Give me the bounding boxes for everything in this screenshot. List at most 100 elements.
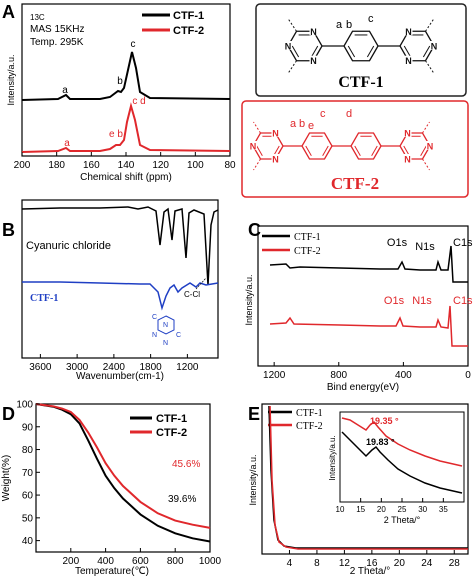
xrd-xlabel: 2 Theta/°	[350, 566, 391, 577]
tga-y-tick-label: 100	[16, 400, 33, 411]
nitrogen-atom: N	[272, 154, 279, 164]
triazine-right-double-bond	[420, 145, 427, 156]
ctf2-label-c: c	[320, 108, 326, 120]
triazine-left-double-bond	[310, 45, 319, 58]
panel-b-frame	[21, 199, 219, 359]
ctf1-frame	[255, 3, 467, 97]
tga-x-tick-label: 400	[97, 556, 114, 567]
nmr-x-tick-label: 120	[152, 160, 169, 171]
panel-letter-b: B	[2, 220, 15, 240]
ctf2-skeleton: N N N N N N	[249, 121, 434, 171]
nitrogen-atom: N	[405, 27, 412, 37]
nitrogen-atom: N	[405, 56, 412, 66]
panel-a: A 13C MAS 15KHz Temp. 295K CTF-1 CTF-2 a…	[2, 2, 236, 183]
xps-ctf1-o1s: O1s	[387, 237, 408, 249]
panel-e: E CTF-1 CTF-2 Intensity/a.u. 4 8 12 16 20 24 2…	[248, 403, 469, 577]
tga-ctf2-curve	[35, 403, 211, 529]
xps-ctf2-curve	[269, 305, 468, 347]
xrd-x-tick-label: 12	[339, 558, 351, 569]
ctf1-structure: N N N N N N a b c CTF-1	[255, 3, 467, 97]
tga-y-tick-label: 40	[22, 536, 34, 547]
xps-ctf1-c1s: C1s	[453, 237, 473, 249]
triazine-left-n-mask	[249, 141, 257, 150]
legend-c-ctf2: CTF-2	[294, 246, 321, 257]
xrd-inset-x-tick-label: 15	[356, 505, 365, 514]
nitrogen-atom: N	[427, 142, 434, 152]
xrd-inset-xticks: 10 15 20 25 30 35	[336, 498, 448, 514]
xrd-inset-ylabel: Intensity/a.u.	[328, 435, 337, 480]
benzene-ring-double-bond	[347, 45, 356, 58]
nmr-x-tick-label: 160	[83, 160, 100, 171]
triazine-right-double-bond	[422, 45, 431, 58]
nitrogen-atom: N	[285, 42, 292, 52]
xrd-x-tick-label: 8	[314, 558, 320, 569]
ctf1-title: CTF-1	[338, 74, 383, 91]
xps-x-tick-label: 800	[330, 370, 347, 381]
xps-ctf2-o1s: O1s	[384, 295, 405, 307]
xrd-inset-ctf2-peak: 19.35 °	[370, 416, 399, 426]
xps-ctf2-c1s: C1s	[453, 295, 473, 307]
ctf1-label-c: c	[368, 13, 374, 25]
xrd-x-tick-label: 16	[366, 558, 378, 569]
tga-ctf1-end-label: 39.6%	[168, 494, 196, 505]
ir-cyanuric-curve	[21, 206, 219, 286]
temp-label: Temp. 295K	[30, 37, 84, 48]
panel-d: D CTF-1 CTF-2 45.6% 39.6% 40 50 60 70 80 90 10…	[1, 400, 222, 578]
xrd-x-tick-label: 4	[287, 558, 293, 569]
triazine-right-n-mask	[403, 153, 412, 163]
xrd-x-tick-label: 24	[421, 558, 433, 569]
nitrogen-atom: N	[404, 154, 411, 164]
panel-letter-a: A	[2, 2, 15, 22]
nmr-ctf2-curve	[21, 102, 231, 153]
nmr-x-tick-label: 100	[187, 160, 204, 171]
triazine-left-n-mask	[271, 128, 280, 138]
benzene-ring-1-double-bond	[322, 145, 329, 156]
ctf2-structure: N N N N N N a b c d e CTF-2	[241, 100, 469, 198]
legend-d-ctf1: CTF-1	[156, 413, 187, 425]
ir-x-tick-label: 3600	[29, 362, 52, 373]
triazine-right-double-bond	[403, 45, 412, 58]
nmr-ctf1-peak-b: b	[117, 76, 123, 87]
legend-e-ctf1: CTF-1	[296, 408, 323, 419]
nmr-x-tick-label: 80	[224, 160, 236, 171]
panel-c: C CTF-1 CTF-2 O1s N1s C1s O1s N1s C1s In…	[244, 220, 473, 393]
triazine-right-n-mask	[426, 141, 434, 150]
xrd-x-tick-label: 20	[394, 558, 406, 569]
mas-label: MAS 15KHz	[30, 24, 84, 35]
triazine-mini: C N N C N	[152, 314, 181, 347]
nitrogen-atom: N	[431, 42, 438, 52]
ctf1-label-b: b	[346, 19, 352, 31]
nmr-ctf1-curve	[21, 51, 231, 101]
xps-ctf1-curve	[269, 245, 468, 283]
triazine-left-double-bond	[256, 145, 263, 156]
xrd-inset-ctf1-peak: 19.83 °	[366, 437, 395, 447]
xrd-inset: 19.35 ° 19.83 ° Intensity/a.u. 10 15 20 25 3…	[328, 411, 465, 525]
extension-bond	[425, 60, 434, 73]
xps-xlabel: Bind energy(eV)	[327, 382, 399, 393]
panel-letter-d: D	[2, 404, 15, 424]
xps-ctf1-n1s: N1s	[415, 241, 435, 253]
nitrogen-atom: N	[310, 27, 317, 37]
nmr-x-tick-label: 200	[14, 160, 31, 171]
tga-x-tick-label: 1000	[199, 556, 222, 567]
ir-x-tick-label: 3000	[66, 362, 89, 373]
ir-ccl-pointer	[195, 277, 207, 290]
ctf2-frame	[241, 100, 469, 198]
xps-x-tick-label: 400	[395, 370, 412, 381]
ir-x-tick-label: 1200	[176, 362, 199, 373]
ctf2-label-d: d	[346, 108, 352, 120]
nmr-xticks: 200 180 160 140 120 100 80	[14, 152, 236, 171]
xrd-inset-x-tick-label: 10	[336, 505, 345, 514]
triazine-mini-n1: N	[163, 322, 168, 329]
tga-x-tick-label: 200	[62, 556, 79, 567]
triazine-left-double-bond	[291, 45, 300, 58]
triazine-right-n-mask	[403, 128, 412, 138]
xrd-inset-ctf2-curve	[341, 417, 463, 467]
nmr-ctf1-peak-c: c	[131, 39, 136, 50]
tga-y-tick-label: 90	[22, 422, 34, 433]
ctf1-skeleton: N N N N N N	[284, 19, 438, 73]
xrd-xticks: 4 8 12 16 20 24 28	[287, 550, 460, 569]
tga-y-tick-label: 70	[22, 468, 34, 479]
nmr-x-tick-label: 140	[118, 160, 135, 171]
ir-x-tick-label: 1800	[140, 362, 163, 373]
